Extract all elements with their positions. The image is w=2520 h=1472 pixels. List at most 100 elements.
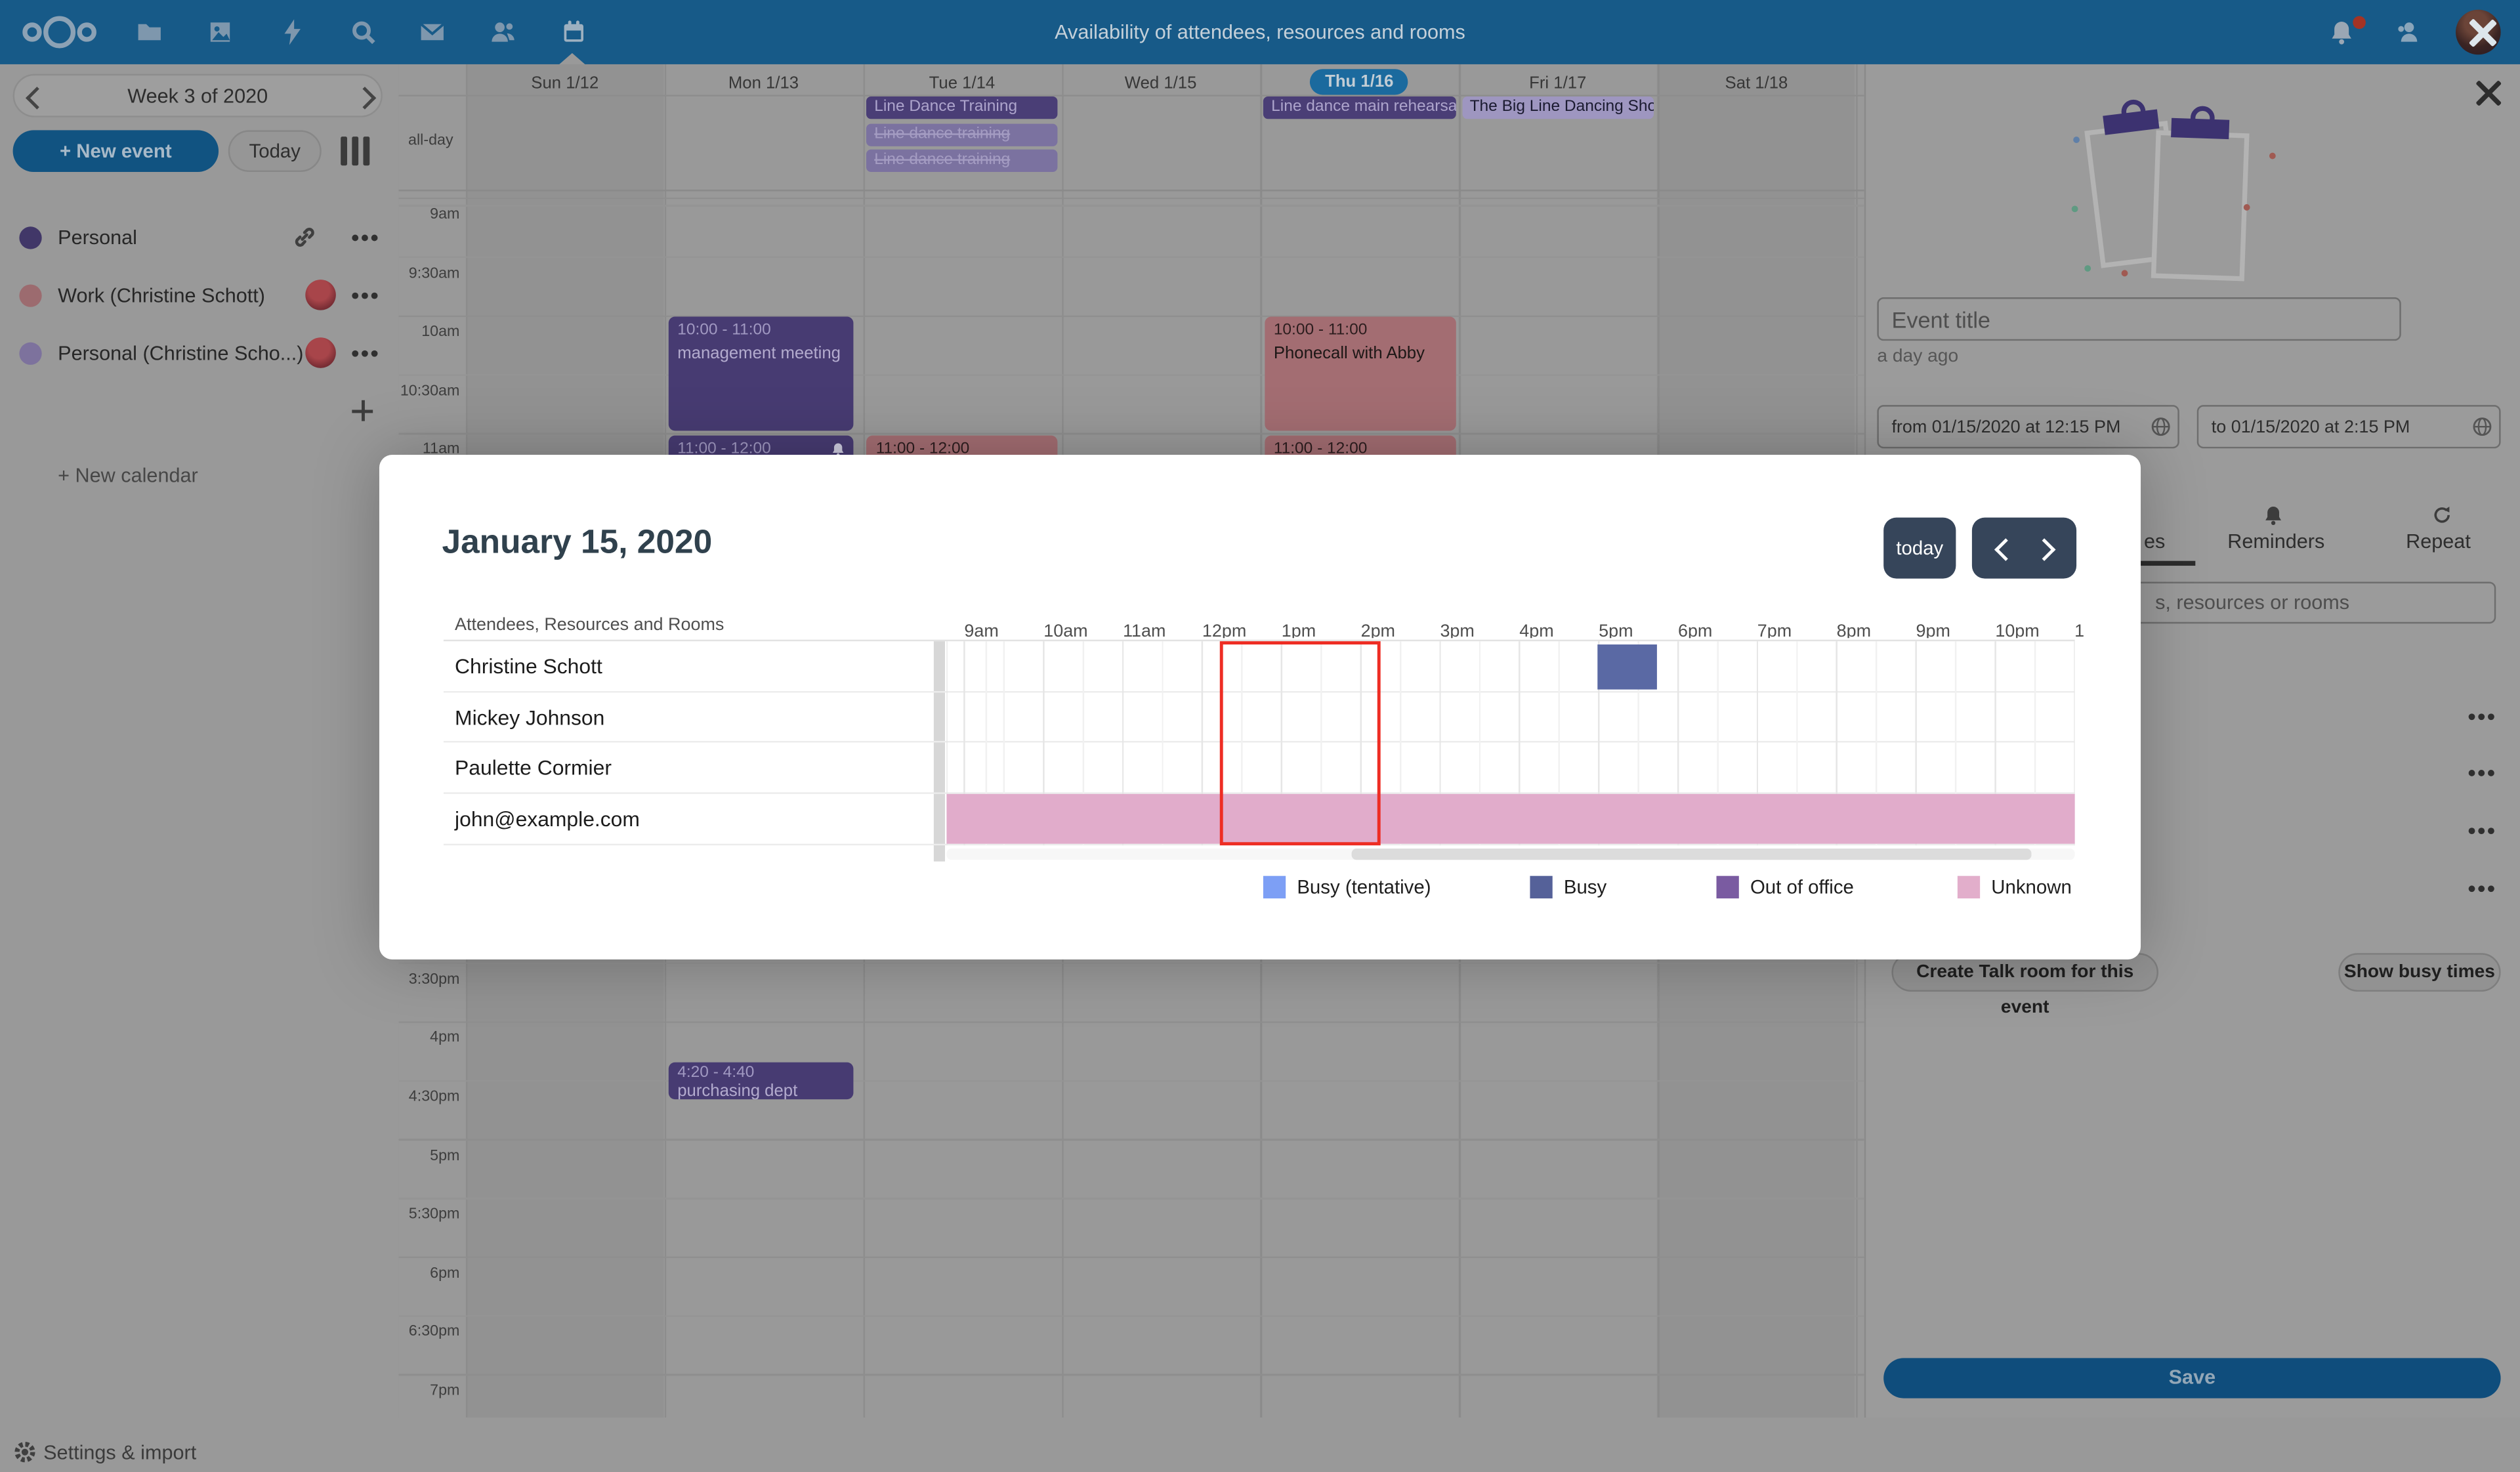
calendar-item-personal-shared[interactable]: Personal (Christine Scho...)	[0, 328, 398, 379]
new-calendar-button[interactable]: + New calendar	[58, 464, 198, 488]
availability-grid[interactable]	[946, 641, 2075, 846]
calendar-actions-icon[interactable]	[352, 292, 359, 299]
selected-timespan-rectangle[interactable]	[1219, 641, 1381, 846]
active-app-indicator	[559, 53, 585, 64]
time-label: 4pm	[430, 1028, 460, 1047]
day-header-mon[interactable]: Mon 1/13	[728, 74, 799, 94]
time-label: 3:30pm	[408, 971, 460, 989]
shared-by-avatar	[305, 280, 336, 310]
calendar-app-icon[interactable]	[561, 19, 587, 45]
all-day-event-declined[interactable]: Line dance training	[866, 148, 1058, 171]
event-start-input[interactable]	[1877, 405, 2179, 449]
day-header-sat[interactable]: Sat 1/18	[1725, 74, 1788, 94]
event-title-input[interactable]	[1877, 297, 2401, 341]
share-link-icon[interactable]	[293, 225, 317, 249]
tab-attendees[interactable]: es	[2143, 530, 2166, 553]
legend-label: Busy (tentative)	[1297, 875, 1431, 898]
next-day-icon[interactable]	[2032, 538, 2056, 561]
close-panel-icon[interactable]	[2475, 80, 2501, 106]
time-label: 4:30pm	[408, 1087, 460, 1106]
settings-import-link[interactable]: Settings & import	[43, 1441, 197, 1465]
photos-app-icon[interactable]	[207, 19, 233, 45]
attendee-actions-icon[interactable]	[2468, 713, 2475, 721]
calendar-color-dot	[19, 342, 42, 365]
notification-badge	[2353, 16, 2366, 30]
time-label: 5pm	[430, 1147, 460, 1166]
day-header-thu[interactable]: Thu 1/16	[1261, 69, 1458, 95]
time-label: 9am	[430, 205, 460, 224]
legend-label: Busy	[1563, 875, 1607, 898]
search-app-icon[interactable]	[350, 19, 376, 45]
legend-label: Out of office	[1750, 875, 1854, 898]
all-day-event-declined[interactable]: Line dance training	[866, 123, 1058, 146]
previous-day-icon[interactable]	[1994, 538, 2017, 561]
reminder-bell-icon	[830, 441, 845, 455]
tab-repeat[interactable]: Repeat	[2406, 530, 2471, 553]
week-navigation	[12, 74, 383, 117]
mail-app-icon[interactable]	[419, 19, 445, 45]
day-header-fri[interactable]: Fri 1/17	[1529, 74, 1587, 94]
calendar-color-dot	[19, 284, 42, 307]
plus-icon[interactable]	[352, 400, 373, 421]
table-divider[interactable]	[933, 641, 946, 862]
notifications-bell-icon[interactable]	[2329, 19, 2355, 45]
attendee-actions-icon[interactable]	[2468, 885, 2475, 893]
time-label: 7pm	[430, 1382, 460, 1400]
create-talk-room-button[interactable]: Create Talk room for this event	[1891, 953, 2158, 1017]
attendee-actions-icon[interactable]	[2468, 828, 2475, 835]
last-modified-text: a day ago	[1877, 347, 1959, 367]
event-purchasing-dept[interactable]: 4:20 - 4:40 purchasing dept	[667, 1062, 853, 1100]
left-sidebar: Week 3 of 2020 + New event Today Persona…	[0, 64, 399, 1464]
save-button[interactable]: Save	[1883, 1358, 2501, 1398]
new-event-button[interactable]: + New event	[12, 130, 219, 173]
activity-app-icon[interactable]	[280, 19, 305, 45]
grid-scrollbar	[946, 849, 2075, 860]
unknown-block-john	[946, 793, 2075, 844]
view-toggle-icon[interactable]	[341, 137, 370, 166]
calendar-item-work[interactable]: Work (Christine Schott)	[0, 270, 398, 321]
all-day-event[interactable]: The Big Line Dancing Show	[1461, 96, 1653, 119]
tab-reminders[interactable]: Reminders	[2227, 530, 2325, 553]
calendar-color-dot	[19, 226, 42, 249]
time-label: 10am	[421, 323, 460, 341]
time-label: 10:30am	[400, 382, 460, 400]
week-label[interactable]: Week 3 of 2020	[127, 85, 268, 108]
time-label: 9:30am	[408, 265, 460, 284]
calendar-item-personal[interactable]: Personal	[0, 212, 398, 263]
modal-today-button[interactable]: today	[1883, 517, 1956, 579]
day-header-wed[interactable]: Wed 1/15	[1124, 74, 1197, 94]
attendee-actions-icon[interactable]	[2468, 770, 2475, 776]
calendar-actions-icon[interactable]	[352, 234, 359, 242]
repeat-icon	[2431, 505, 2452, 526]
timezone-globe-icon[interactable]	[2472, 416, 2493, 437]
event-management-meeting[interactable]: 10:00 - 11:00 management meeting	[667, 316, 853, 431]
time-label: 6pm	[430, 1265, 460, 1283]
today-button[interactable]: Today	[228, 130, 322, 173]
legend-swatch-busy	[1530, 875, 1553, 898]
close-icon[interactable]	[2467, 18, 2498, 49]
top-bar: Availability of attendees, resources and…	[0, 0, 2520, 64]
availability-modal: January 15, 2020 today Attendees, Resour…	[379, 455, 2141, 960]
scrollbar-thumb[interactable]	[1351, 849, 2032, 860]
reminders-bell-icon	[2263, 505, 2284, 526]
legend-swatch-out-of-office	[1716, 875, 1739, 898]
day-header-sun[interactable]: Sun 1/12	[531, 74, 599, 94]
show-busy-times-button[interactable]: Show busy times	[2338, 953, 2501, 992]
day-header-tue[interactable]: Tue 1/14	[929, 74, 996, 94]
contacts-app-icon[interactable]	[490, 19, 516, 45]
shared-by-avatar	[305, 337, 336, 368]
today-pill: Thu 1/16	[1311, 69, 1408, 95]
modal-date-title: January 15, 2020	[442, 524, 713, 561]
event-end-input[interactable]	[2196, 405, 2501, 449]
timezone-globe-icon[interactable]	[2151, 416, 2172, 437]
all-day-event[interactable]: Line dance main rehearsal	[1263, 96, 1456, 119]
time-label: 5:30pm	[408, 1205, 460, 1223]
active-tab-underline	[2141, 560, 2196, 566]
files-app-icon[interactable]	[136, 19, 162, 45]
calendar-actions-icon[interactable]	[352, 350, 359, 357]
contacts-menu-icon[interactable]	[2395, 19, 2420, 45]
nextcloud-logo-icon[interactable]	[22, 16, 96, 49]
event-phonecall-with-abby[interactable]: 10:00 - 11:00 Phonecall with Abby	[1264, 316, 1456, 431]
all-day-event[interactable]: Line Dance Training	[866, 96, 1058, 119]
